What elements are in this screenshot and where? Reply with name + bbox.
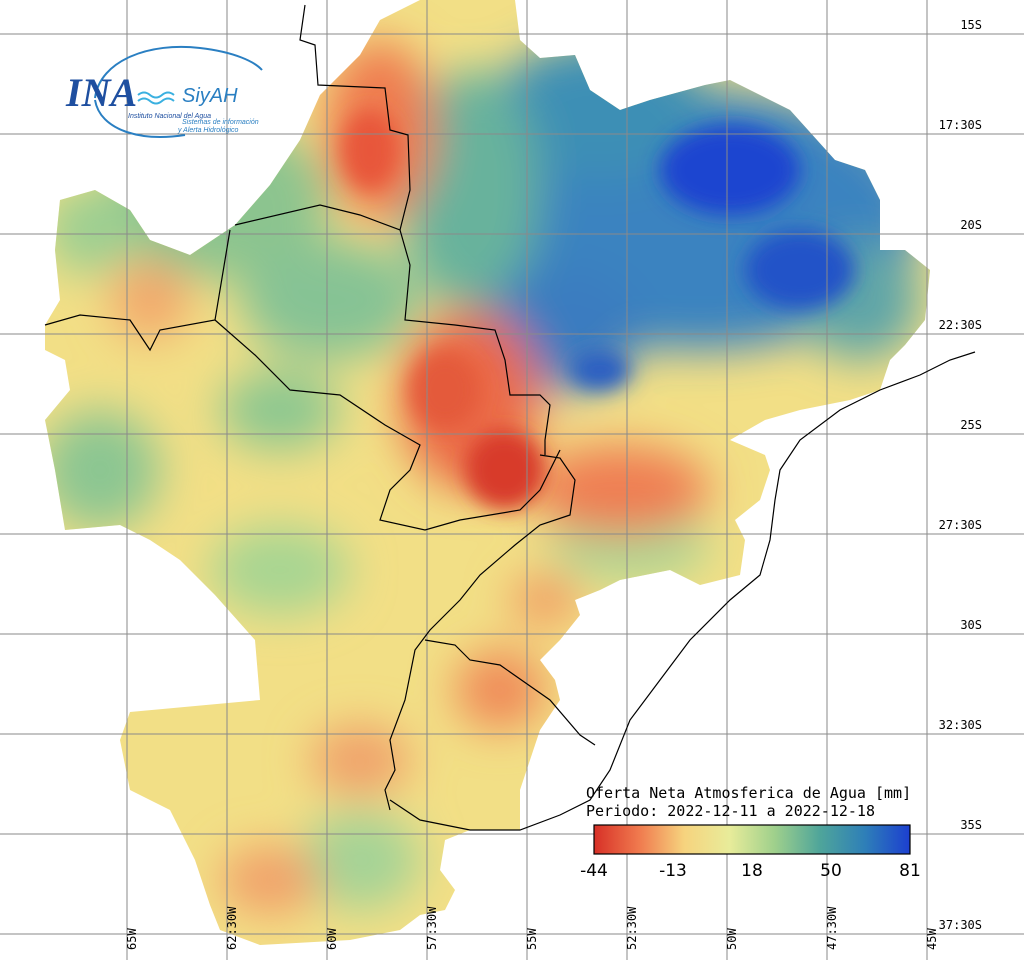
lon-label: 60W [325,928,339,950]
lat-label: 17:30S [939,118,982,132]
lon-label: 65W [125,928,139,950]
legend: Oferta Neta Atmosferica de Agua [mm] Per… [580,784,921,881]
lat-label: 25S [960,418,982,432]
legend-tick: 81 [899,861,921,881]
lat-label: 27:30S [939,518,982,532]
lat-label: 15S [960,18,982,32]
logo-institute-text: Instituto Nacional del Agua [128,113,211,120]
lon-label: 50W [725,928,739,950]
legend-colorbar [594,825,910,854]
lat-label: 30S [960,618,982,632]
legend-period: Periodo: 2022-12-11 a 2022-12-18 [586,802,875,820]
legend-title: Oferta Neta Atmosferica de Agua [mm] [586,784,911,802]
legend-tick: 18 [741,861,763,881]
lat-label: 32:30S [939,718,982,732]
legend-tick: 50 [820,861,842,881]
legend-tick: -44 [580,861,608,881]
lat-label: 22:30S [939,318,982,332]
legend-gradient [594,825,910,854]
lon-label: 52:30W [625,906,639,950]
logo-siyah-text: SiyAH [182,85,238,107]
legend-colorbar-frame [593,824,911,855]
lon-label: 62:30W [225,906,239,950]
lon-label: 45W [925,928,939,950]
lon-label: 55W [525,928,539,950]
longitude-labels: 65W 62:30W 60W 57:30W 55W 52:30W 50W 47:… [125,906,939,950]
lon-label: 57:30W [425,906,439,950]
logo-system-line1: Sistemas de información [182,119,259,126]
ina-siyah-logo: INA SiyAH Instituto Nacional del Agua Si… [65,45,263,138]
lon-label: 47:30W [825,906,839,950]
logo-ina-text: INA [65,70,137,115]
political-borders [44,4,976,831]
latitude-labels: 15S 17:30S 20S 22:30S 25S 27:30S 30S 32:… [939,18,982,932]
lat-label: 35S [960,818,982,832]
logo-system-line2: y Alerta Hidrológico [177,127,239,134]
legend-tick: -13 [659,861,687,881]
lat-label: 20S [960,218,982,232]
lat-label: 37:30S [939,918,982,932]
